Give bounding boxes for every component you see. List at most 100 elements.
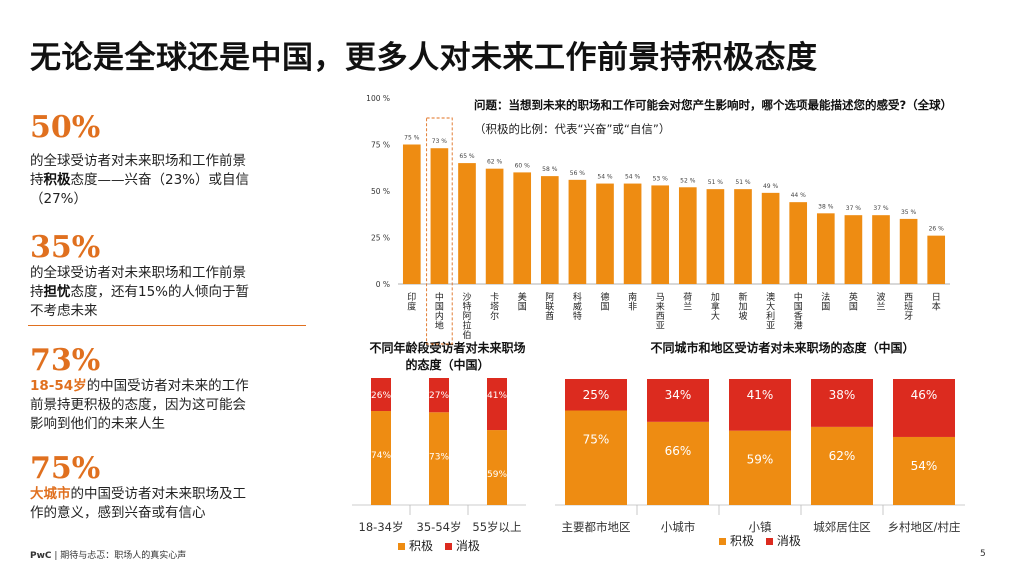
stat-line: 持 [30, 172, 44, 188]
x-tick-char: 特 [462, 301, 471, 313]
x-tick-char: 香 [794, 311, 803, 322]
stat-line: （27%） [30, 191, 88, 207]
stat-line: 影响到他们的未来人生 [30, 416, 165, 432]
legend-label: 积极 [730, 534, 755, 548]
x-tick-char: 地 [435, 320, 444, 332]
x-tick-char: 加 [711, 292, 720, 303]
x-tick-char: 德 [600, 291, 609, 303]
x-tick-char: 澳 [766, 291, 775, 303]
x-tick-char: 酋 [545, 310, 554, 322]
bar-value-label: 53 % [653, 175, 669, 182]
x-tick-char: 利 [766, 310, 775, 322]
bar-value-label: 44 % [791, 192, 807, 199]
x-tick-char: 来 [656, 302, 665, 313]
x-tick-char: 西 [904, 292, 913, 303]
bar-positive-label: 74% [371, 451, 391, 461]
bar-value-label: 49 % [763, 183, 779, 190]
legend-label: 积极 [409, 539, 434, 553]
page-title: 无论是全球还是中国，更多人对未来工作前景持积极态度 [30, 40, 818, 76]
legend-item-negative: 消极 [444, 537, 480, 554]
bar [872, 215, 890, 284]
bar-value-label: 54 % [597, 174, 613, 181]
bar-negative [371, 378, 391, 412]
stat-value: 73% [30, 343, 101, 378]
bar-negative [487, 378, 507, 431]
y-tick-label: 25 % [371, 234, 390, 243]
x-tick-char: 本 [932, 301, 941, 313]
bar-negative-label: 34% [665, 388, 692, 402]
bar-positive [893, 436, 955, 505]
bar-negative [811, 379, 873, 427]
stat-block-china-age: 73% 18-54岁的中国受访者对未来的工作 前景持更积极的态度，因为这可能会 … [30, 345, 285, 434]
age-chart-title: 不同年龄段受访者对未来职场 的态度（中国） [345, 340, 550, 374]
x-tick-char: 兰 [876, 301, 885, 313]
x-tick-label: 小镇 [749, 520, 772, 534]
x-tick-label: 乡村地区/村庄 [888, 520, 961, 534]
bar [844, 215, 863, 284]
stat-emphasis: 担忧 [43, 284, 71, 300]
x-tick-char: 拿 [711, 301, 720, 313]
stat-line: 的全球受访者对未来职场和工作前景 [30, 265, 246, 281]
stat-line: 前景持更积极的态度，因为这可能会 [30, 397, 246, 413]
bar [596, 183, 614, 284]
x-tick-char: 度 [407, 301, 416, 313]
stat-description: 的全球受访者对未来职场和工作前景 持积极态度——兴奋（23%）或自信 （27%） [30, 152, 285, 209]
x-tick-label: 18-34岁 [359, 520, 404, 534]
x-tick-label: 小城市 [661, 520, 696, 534]
x-tick-char: 国 [849, 302, 858, 313]
bar-value-label: 54 % [625, 174, 641, 181]
stat-emphasis: 18-54岁 [30, 378, 87, 394]
legend-swatch [444, 543, 452, 550]
x-tick-char: 国 [821, 302, 830, 313]
bar-positive-label: 59% [747, 453, 774, 467]
x-tick-char: 西 [656, 311, 665, 322]
stat-emphasis: 积极 [43, 172, 71, 188]
bar [402, 144, 421, 284]
bar-positive [811, 426, 873, 505]
x-tick-char: 波 [876, 291, 885, 303]
x-tick-char: 内 [435, 310, 444, 322]
bar-value-label: 51 % [708, 179, 724, 186]
bar-value-label: 65 % [459, 153, 475, 160]
x-tick-char: 特 [573, 310, 582, 322]
bar-value-label: 58 % [542, 166, 558, 173]
bar-value-label: 60 % [515, 162, 531, 169]
legend-item-positive: 积极 [398, 537, 433, 554]
x-tick-char: 国 [518, 302, 527, 313]
bar-positive [647, 421, 709, 505]
bar-positive [729, 430, 791, 505]
bar [623, 183, 642, 284]
bar [485, 168, 504, 284]
bar [458, 163, 476, 284]
x-tick-char: 大 [766, 301, 775, 313]
chart-question: 问题：当想到未来的职场和工作可能会对您产生影响时，哪个选项最能描述您的感受?（全… [474, 98, 953, 112]
bar [927, 235, 946, 284]
x-tick-char: 阿 [462, 311, 471, 322]
bar [513, 172, 532, 284]
stat-line: 的全球受访者对未来职场和工作前景 [30, 153, 246, 169]
x-tick-char: 大 [711, 310, 720, 322]
x-tick-char: 牙 [904, 311, 913, 322]
x-tick-char: 英 [849, 291, 858, 303]
bar-negative-label: 41% [747, 388, 774, 402]
x-tick-label: 35-54岁 [417, 520, 462, 534]
bar [568, 179, 587, 284]
bar [651, 185, 670, 284]
stat-line: 态度，还有15%的人倾向于暂 [70, 284, 250, 300]
x-tick-char: 加 [738, 302, 747, 313]
x-tick-char: 塔 [490, 301, 499, 313]
stat-emphasis: 大城市 [30, 486, 71, 502]
stat-line: 持 [30, 284, 44, 300]
x-tick-char: 卡 [490, 291, 499, 303]
bar-negative [429, 378, 449, 413]
bar [706, 189, 725, 284]
bar-negative-label: 25% [583, 388, 610, 402]
x-tick-char: 中 [794, 291, 803, 303]
stat-line: 的中国受访者对未来职场及工 [70, 486, 247, 502]
bar-value-label: 51 % [735, 179, 751, 186]
stat-description: 18-54岁的中国受访者对未来的工作 前景持更积极的态度，因为这可能会 影响到他… [30, 377, 285, 434]
chart-subtitle: （积极的比例：代表“兴奋”或“自信”） [474, 122, 671, 136]
x-tick-char: 中 [435, 291, 444, 303]
stat-description: 大城市的中国受访者对未来职场及工 作的意义，感到兴奋或有信心 [30, 485, 285, 523]
